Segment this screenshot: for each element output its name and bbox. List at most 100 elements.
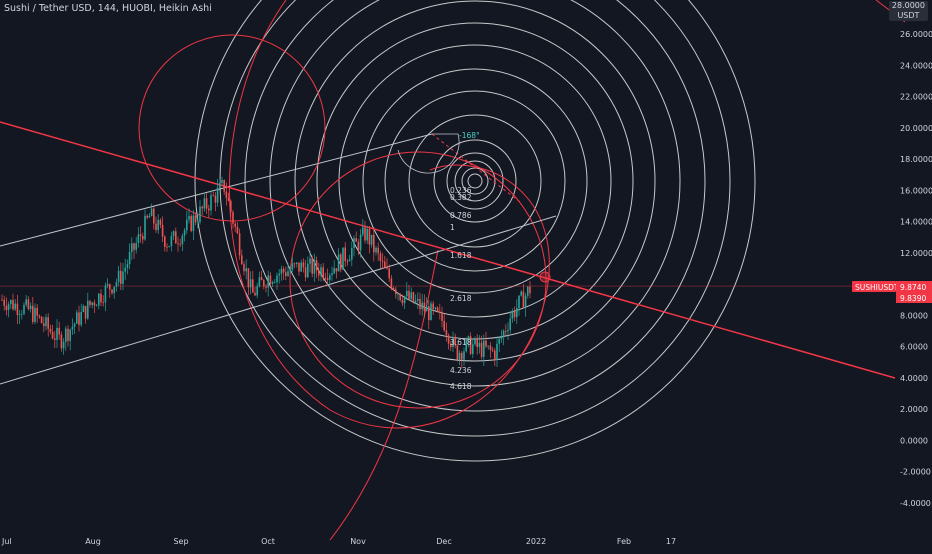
x-tick-label: 2022: [526, 537, 546, 546]
fib-circle: [269, 0, 681, 387]
candle-body: [104, 285, 107, 303]
candle-body: [54, 338, 56, 340]
price-2-bg: [896, 292, 932, 303]
candle-body: [410, 292, 412, 300]
candle-body: [10, 299, 12, 305]
candle-body: [258, 277, 261, 287]
candle-body: [500, 337, 503, 339]
candle-body: [135, 242, 137, 250]
symbol-label-bg: [852, 281, 896, 292]
candle-body: [168, 246, 170, 247]
candle-body: [494, 350, 496, 361]
candles: [1, 176, 531, 369]
candle-body: [197, 222, 199, 223]
candle-body: [456, 345, 459, 360]
candle-body: [155, 223, 157, 231]
fib-circle: [384, 90, 566, 272]
channel-upper: [0, 133, 433, 247]
candle-body: [137, 234, 140, 243]
y-tick-label: 26.0000: [900, 30, 932, 39]
candle-body: [260, 277, 263, 281]
candle-body: [452, 336, 454, 348]
candle-body: [465, 339, 467, 352]
candle-body: [82, 305, 85, 312]
fib-level-label: 4.236: [450, 366, 472, 375]
candle-body: [201, 206, 203, 209]
candle-body: [179, 243, 181, 245]
candle-body: [208, 208, 210, 211]
candle-body: [399, 293, 401, 301]
candle-body: [62, 341, 65, 349]
candle-body: [98, 293, 100, 306]
candle-body: [377, 247, 379, 254]
candle-body: [304, 267, 307, 278]
candle-body: [311, 258, 313, 274]
candle-body: [73, 323, 76, 327]
candle-body: [245, 268, 247, 272]
y-tick-label: -4.0000: [900, 499, 931, 508]
candle-body: [183, 230, 186, 236]
fib-circle: [338, 44, 612, 318]
candle-body: [95, 305, 98, 307]
candle-body: [1, 299, 3, 301]
y-tick-label: 14.0000: [900, 218, 932, 227]
symbol-label: SUSHIUSDT: [855, 283, 899, 292]
candle-body: [419, 298, 421, 310]
candle-body: [439, 311, 441, 313]
candle-body: [428, 306, 430, 321]
candle-body: [89, 300, 91, 305]
candle-body: [93, 302, 96, 306]
candle-body: [463, 351, 465, 360]
y-tick-label: 16.0000: [900, 186, 932, 195]
price-unit-badge[interactable]: 28.0000 USDT: [888, 1, 928, 21]
candle-body: [280, 268, 283, 274]
candle-body: [487, 345, 489, 347]
candle-body: [188, 215, 190, 220]
candle-body: [247, 268, 250, 288]
x-tick-label: Dec: [436, 537, 451, 546]
candle-body: [285, 272, 287, 277]
angle-dashed-line: [431, 133, 521, 203]
candle-body: [337, 254, 340, 272]
x-tick-label: Feb: [617, 537, 631, 546]
candle-body: [335, 268, 338, 272]
candle-body: [436, 307, 439, 312]
candle-body: [16, 303, 19, 315]
candle-body: [212, 195, 214, 197]
candle-body: [293, 263, 296, 265]
candle-body: [417, 298, 419, 301]
candle-body: [355, 238, 357, 242]
candle-body: [412, 292, 415, 303]
candle-body: [344, 247, 346, 262]
candle-body: [447, 335, 450, 344]
candle-body: [509, 318, 511, 330]
candle-body: [51, 331, 54, 339]
candle-body: [469, 336, 472, 354]
candle-body: [80, 311, 82, 325]
candle-body: [225, 191, 228, 198]
angle-arc: [397, 133, 460, 174]
price-labels: SUSHIUSDT 9.8740 9.8390: [852, 281, 932, 303]
candle-body: [221, 179, 223, 183]
candle-body: [223, 179, 225, 192]
y-tick-label: 4.0000: [900, 374, 928, 383]
candle-body: [234, 223, 236, 227]
candle-body: [203, 198, 206, 209]
red-circles: [138, 0, 906, 541]
candle-body: [238, 233, 241, 256]
y-tick-label: 18.0000: [900, 155, 932, 164]
candle-body: [458, 352, 461, 360]
candle-body: [192, 215, 195, 231]
y-tick-label: 8.0000: [900, 311, 928, 320]
channel-lines: [0, 133, 557, 385]
fib-level-label: 1.618: [450, 251, 472, 260]
candle-body: [243, 264, 245, 272]
candle-body: [423, 302, 426, 312]
candle-body: [47, 317, 49, 329]
fib-circle: [454, 160, 496, 202]
candle-body: [498, 338, 500, 344]
candle-body: [32, 305, 34, 322]
